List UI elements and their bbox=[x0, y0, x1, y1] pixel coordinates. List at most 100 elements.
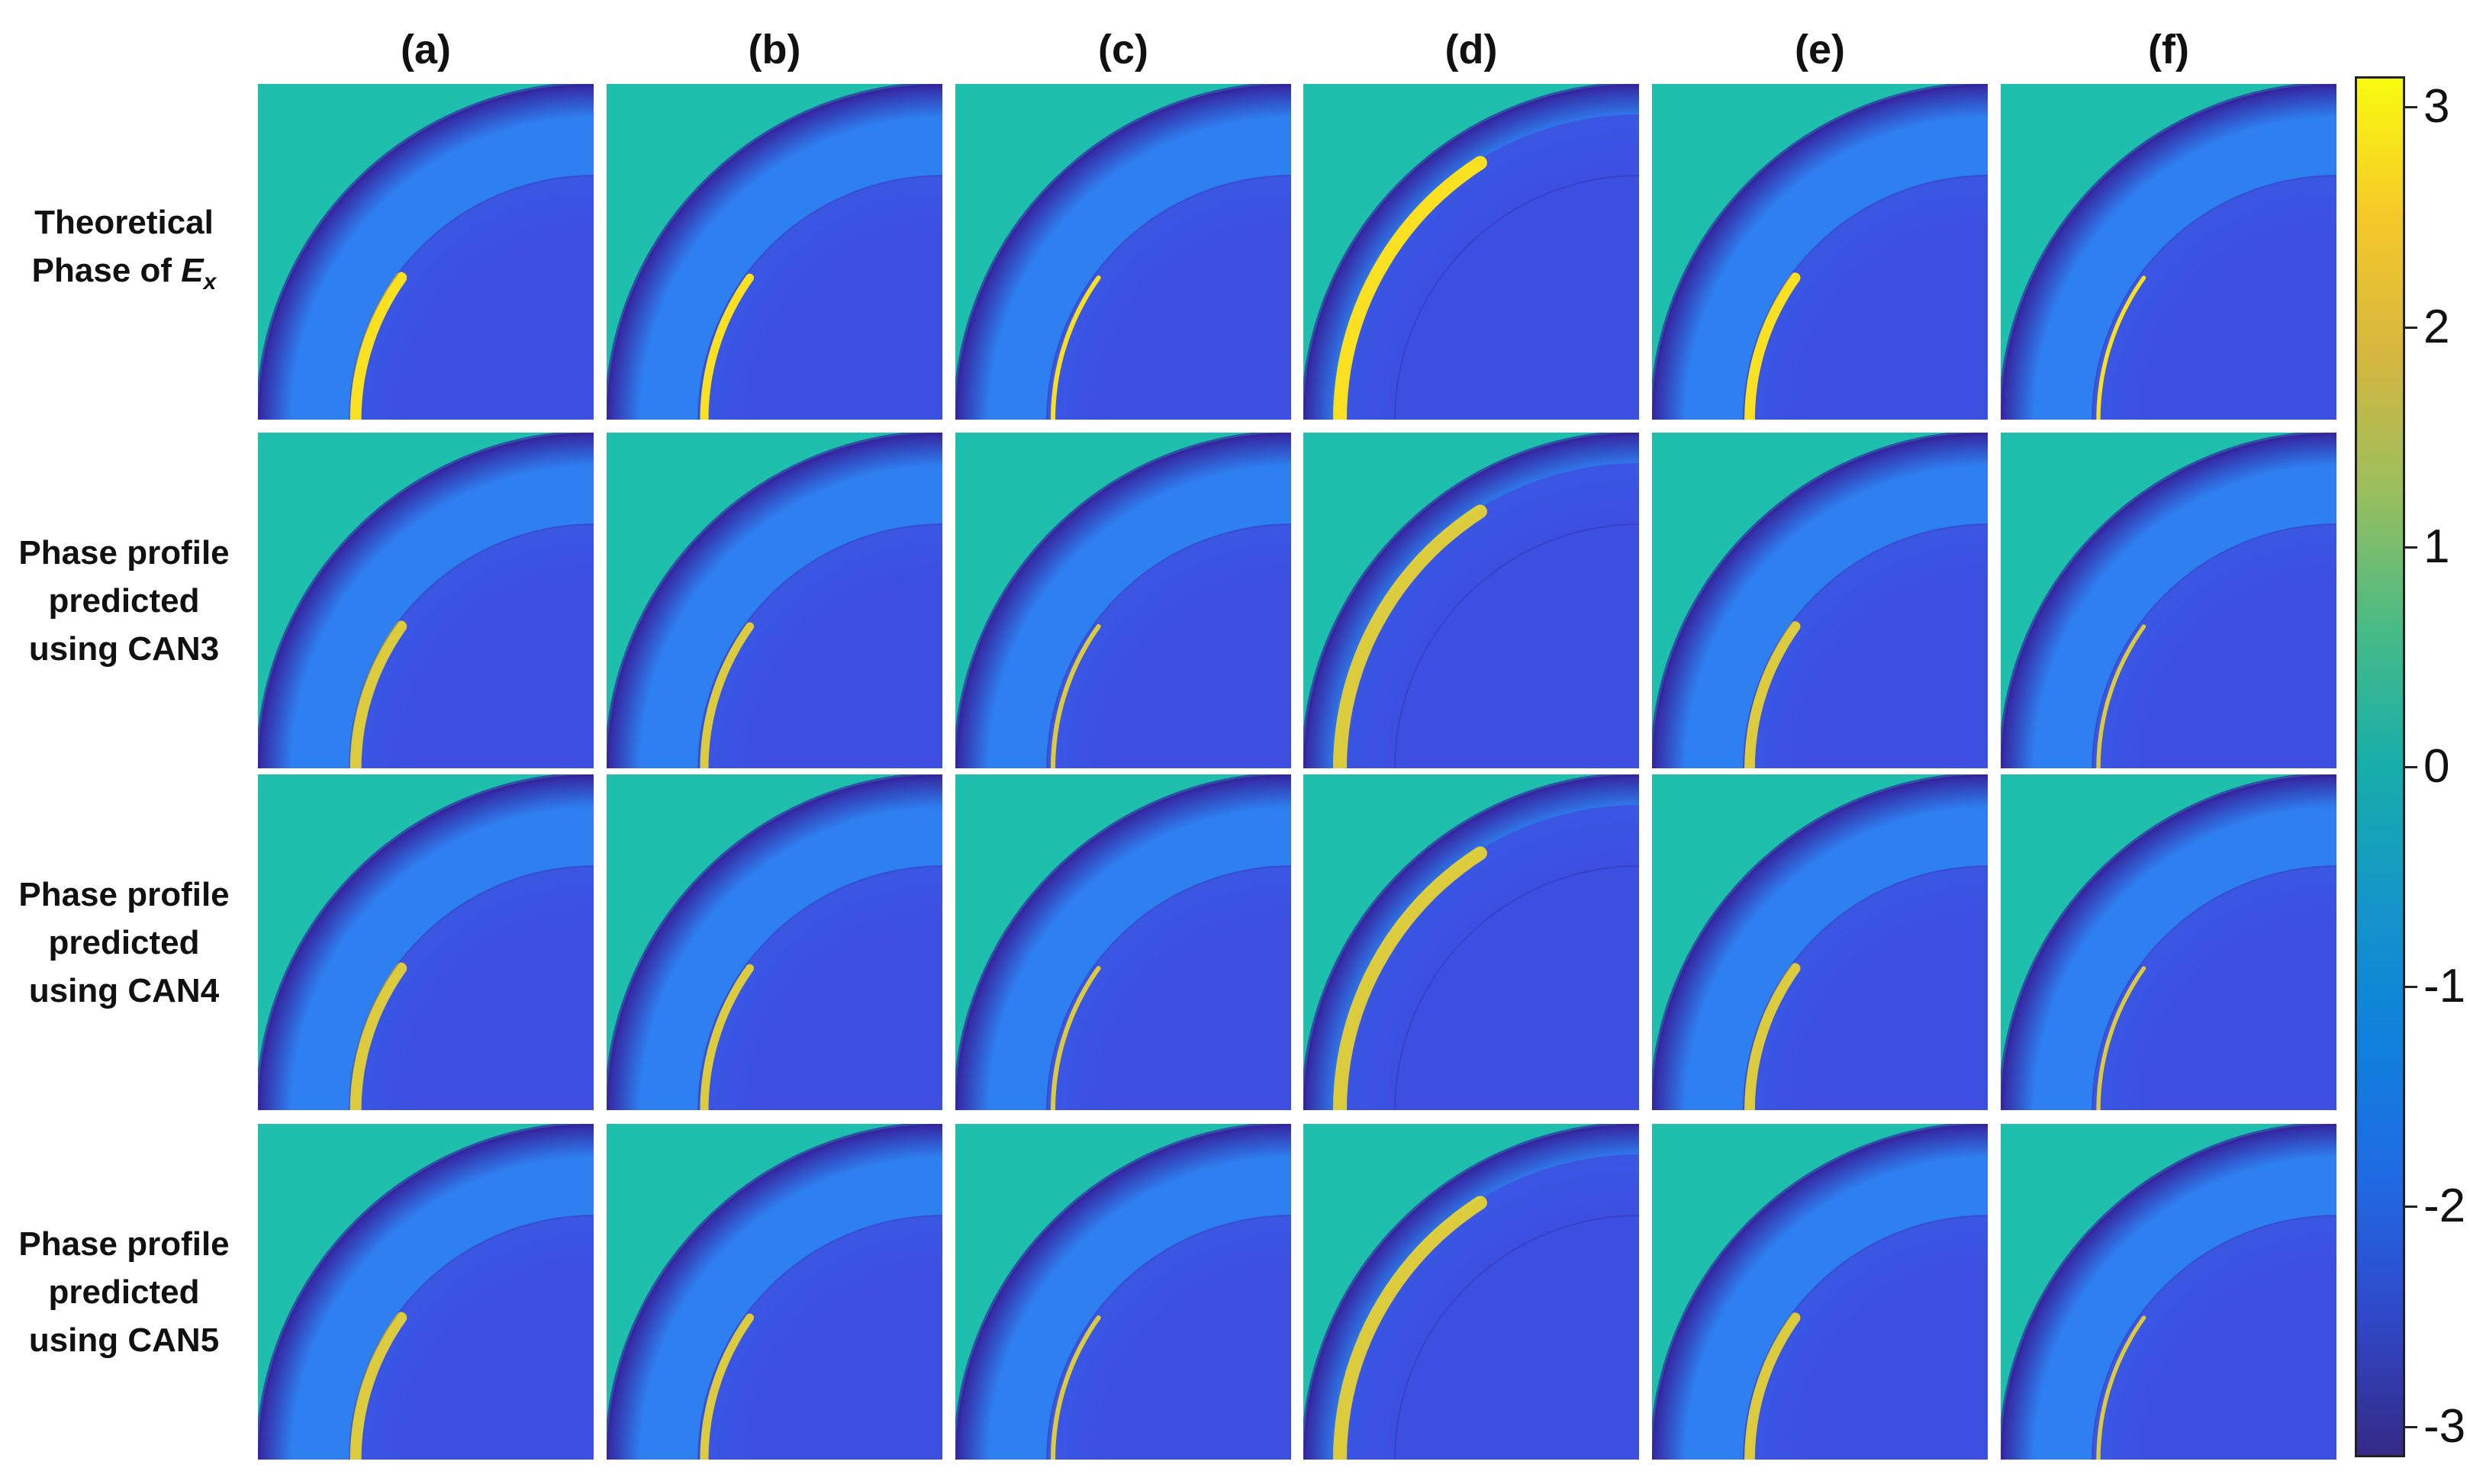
inner-phase-disk bbox=[2092, 1215, 2336, 1460]
disk-edge bbox=[258, 1124, 594, 1460]
colorbar-tick-mark bbox=[2404, 106, 2417, 109]
phase-panel-r3-d bbox=[1303, 774, 1639, 1110]
row-label-line: Phase profile bbox=[18, 533, 230, 571]
inner-phase-disk bbox=[698, 175, 942, 420]
phase-panel-r4-d bbox=[1303, 1124, 1639, 1460]
inner-phase-disk bbox=[1047, 866, 1291, 1110]
row-label-4: Phase profile predicted using CAN5 bbox=[0, 1124, 248, 1460]
secondary-arc bbox=[697, 1215, 942, 1460]
row-label-3: Phase profile predicted using CAN4 bbox=[0, 774, 248, 1110]
colorbar-tick-mark bbox=[2404, 546, 2417, 549]
inner-phase-disk bbox=[698, 524, 942, 768]
secondary-arc bbox=[2092, 1215, 2336, 1460]
phase-panel-r2-a bbox=[258, 433, 594, 768]
secondary-arc bbox=[1394, 1215, 1639, 1460]
inner-phase-disk bbox=[349, 175, 594, 420]
phase-wrap-streak bbox=[349, 962, 407, 1110]
disk-edge bbox=[607, 433, 942, 768]
column-label-e: (e) bbox=[1795, 27, 1845, 72]
colorbar-tick-mark bbox=[2404, 1206, 2417, 1209]
secondary-arc bbox=[1046, 865, 1291, 1110]
row-label-line: using CAN3 bbox=[28, 629, 220, 668]
disk-edge bbox=[607, 1124, 942, 1460]
secondary-arc bbox=[697, 523, 942, 768]
inner-phase-disk bbox=[349, 866, 594, 1110]
inner-phase-disk bbox=[698, 866, 942, 1110]
phase-wrap-streak bbox=[1744, 621, 1801, 768]
disk-edge bbox=[955, 84, 1291, 420]
secondary-arc bbox=[1394, 175, 1639, 420]
disk-edge bbox=[258, 433, 594, 768]
row-label-line: using CAN5 bbox=[28, 1321, 220, 1359]
secondary-arc bbox=[1046, 175, 1291, 420]
disk-edge bbox=[2001, 84, 2336, 420]
disk-edge bbox=[2001, 433, 2336, 768]
column-label-a: (a) bbox=[401, 27, 451, 72]
phase-panel-r2-f bbox=[2001, 433, 2336, 768]
colorbar-tick-mark bbox=[2404, 766, 2417, 768]
disk-edge bbox=[2001, 1124, 2336, 1460]
colorbar-tick-label: -3 bbox=[2423, 1399, 2466, 1453]
inner-phase-disk bbox=[1047, 1215, 1291, 1460]
phase-wrap-streak bbox=[1333, 504, 1487, 768]
inner-phase-disk bbox=[2092, 175, 2336, 420]
phase-wrap-streak bbox=[700, 1313, 755, 1460]
row-label-line: using CAN4 bbox=[28, 971, 220, 1009]
secondary-arc bbox=[1743, 865, 1988, 1110]
disk-edge bbox=[258, 774, 594, 1110]
secondary-arc bbox=[349, 523, 594, 768]
secondary-arc bbox=[1743, 523, 1988, 768]
colorbar bbox=[2355, 76, 2405, 1457]
phase-wrap-streak bbox=[2096, 624, 2146, 768]
column-label-f: (f) bbox=[2148, 27, 2189, 72]
disk-edge bbox=[1652, 1124, 1988, 1460]
phase-panel-r1-d bbox=[1303, 84, 1639, 420]
secondary-arc bbox=[2092, 175, 2336, 420]
column-label-d: (d) bbox=[1444, 27, 1498, 72]
phase-wrap-streak bbox=[349, 620, 407, 768]
secondary-arc bbox=[1046, 1215, 1291, 1460]
secondary-arc bbox=[697, 865, 942, 1110]
phase-panel-r1-b bbox=[607, 84, 942, 420]
row-label-line: predicted bbox=[48, 581, 200, 620]
colorbar-tick-mark bbox=[2404, 326, 2417, 329]
phase-panel-r3-c bbox=[955, 774, 1291, 1110]
disk-edge bbox=[1652, 84, 1988, 420]
colorbar-tick-mark bbox=[2404, 986, 2417, 989]
disk-edge bbox=[1652, 774, 1988, 1110]
phase-wrap-streak bbox=[349, 272, 407, 420]
inner-phase-disk bbox=[1744, 175, 1988, 420]
secondary-arc bbox=[2092, 865, 2336, 1110]
phase-wrap-streak bbox=[700, 273, 755, 420]
inner-phase-disk bbox=[1047, 524, 1291, 768]
phase-panel-r1-f bbox=[2001, 84, 2336, 420]
inner-phase-disk bbox=[1334, 114, 1639, 420]
disk-edge bbox=[955, 1124, 1291, 1460]
colorbar-tick-label: 1 bbox=[2423, 520, 2450, 573]
row-label-1: Theoretical Phase of Ex bbox=[0, 84, 248, 420]
phase-panel-r1-a bbox=[258, 84, 594, 420]
phase-panel-r4-e bbox=[1652, 1124, 1988, 1460]
phase-panel-r2-b bbox=[607, 433, 942, 768]
phase-panel-r2-d bbox=[1303, 433, 1639, 768]
inner-phase-disk bbox=[1047, 175, 1291, 420]
phase-wrap-streak bbox=[700, 622, 755, 768]
secondary-arc bbox=[2092, 523, 2336, 768]
phase-wrap-streak bbox=[2096, 966, 2146, 1110]
row-label-line: predicted bbox=[48, 1273, 200, 1311]
phase-panel-r4-a bbox=[258, 1124, 594, 1460]
inner-phase-disk bbox=[349, 524, 594, 768]
phase-wrap-streak bbox=[1050, 966, 1101, 1110]
phase-wrap-streak bbox=[700, 964, 755, 1110]
colorbar-tick-label: -1 bbox=[2423, 960, 2466, 1013]
phase-panel-r2-e bbox=[1652, 433, 1988, 768]
inner-phase-disk bbox=[1334, 463, 1639, 768]
row-label-line: Phase profile bbox=[18, 875, 230, 913]
phase-panel-r3-e bbox=[1652, 774, 1988, 1110]
field-symbol: E bbox=[181, 251, 204, 289]
phase-panel-r1-c bbox=[955, 84, 1291, 420]
disk-edge bbox=[1652, 433, 1988, 768]
phase-wrap-streak bbox=[1050, 1315, 1101, 1460]
column-label-b: (b) bbox=[748, 27, 801, 72]
phase-wrap-streak bbox=[1744, 963, 1801, 1110]
